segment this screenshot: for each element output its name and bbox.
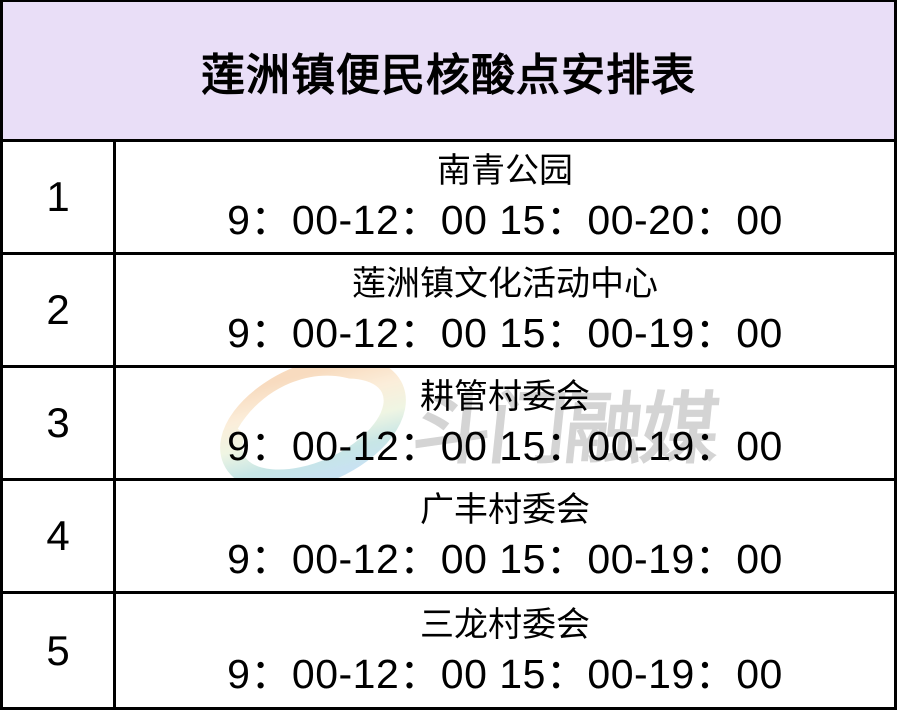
time-range: 9：00-12：00 15：00-19：00 <box>227 310 783 356</box>
location-name: 广丰村委会 <box>420 491 590 529</box>
time-range: 9：00-12：00 15：00-19：00 <box>227 650 783 697</box>
table-row: 南青公园 9：00-12：00 15：00-20：00 <box>116 142 894 255</box>
row-number: 4 <box>3 481 116 594</box>
time-range: 9：00-12：00 15：00-19：00 <box>227 423 783 469</box>
row-number: 1 <box>3 142 116 255</box>
row-number: 2 <box>3 255 116 368</box>
swirl-logo-icon <box>220 368 406 478</box>
table-row: 广丰村委会 9：00-12：00 15：00-19：00 <box>116 481 894 594</box>
location-name: 耕管村委会 <box>420 378 590 416</box>
page-title: 莲洲镇便民核酸点安排表 <box>201 50 696 100</box>
location-name: 三龙村委会 <box>420 605 590 644</box>
table-row: 斗门融媒 耕管村委会 9：00-12：00 15：00-19：00 <box>116 368 894 481</box>
location-name: 南青公园 <box>437 152 573 190</box>
table-row: 莲洲镇文化活动中心 9：00-12：00 15：00-19：00 <box>116 255 894 368</box>
row-number: 5 <box>3 594 116 707</box>
table-row: 三龙村委会 9：00-12：00 15：00-19：00 <box>116 594 894 707</box>
row-number: 3 <box>3 368 116 481</box>
location-name: 莲洲镇文化活动中心 <box>352 265 658 303</box>
time-range: 9：00-12：00 15：00-20：00 <box>227 197 783 243</box>
time-range: 9：00-12：00 15：00-19：00 <box>227 536 783 582</box>
table-header: 莲洲镇便民核酸点安排表 <box>3 2 894 142</box>
